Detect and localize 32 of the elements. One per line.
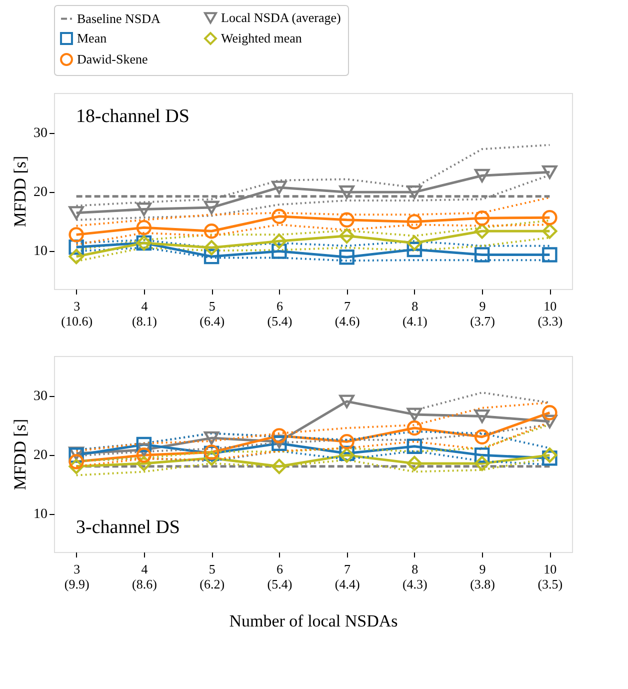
y-tick-label: 30 [34, 389, 48, 404]
x-tick-label: 7 (4.4) [334, 562, 360, 592]
x-tick-label: 6 (5.4) [267, 562, 292, 592]
x-tick-label: 4 (8.6) [132, 562, 157, 592]
legend-label: Weighted mean [221, 30, 302, 46]
legend-label: Dawid-Skene [77, 52, 148, 66]
y-axis-title: MFDD [s] [10, 418, 30, 490]
x-tick-label: 5 (6.4) [200, 298, 225, 328]
x-tick-label: 10 (3.3) [538, 298, 563, 328]
legend-label: Mean [77, 30, 108, 46]
annotation: 3-channel DS [76, 517, 180, 538]
x-tick-label: 3 (10.6) [61, 298, 93, 328]
x-tick-label: 8 (4.3) [402, 562, 428, 592]
legend-label: Baseline NSDA [77, 10, 162, 26]
y-tick-label: 10 [34, 507, 48, 522]
y-tick-label: 30 [34, 126, 48, 142]
x-tick-label: 3 (9.9) [64, 562, 90, 592]
x-tick-label: 6 (5.4) [267, 298, 292, 328]
x-axis-title: Number of local NSDAs [229, 612, 398, 630]
y-axis-title: MFDD [s] [10, 156, 30, 228]
legend-label: Local NSDA (average) [221, 10, 341, 25]
x-tick-label: 9 (3.7) [470, 298, 496, 328]
x-tick-label: 8 (4.1) [402, 298, 428, 328]
x-tick-label: 5 (6.2) [200, 562, 225, 592]
y-tick-label: 10 [34, 244, 48, 260]
x-tick-label: 10 (3.5) [538, 562, 563, 592]
y-tick-label: 20 [34, 448, 48, 464]
y-tick-label: 20 [34, 185, 48, 200]
annotation: 18-channel DS [76, 106, 190, 127]
x-tick-label: 7 (4.6) [334, 298, 360, 328]
x-tick-label: 9 (3.8) [470, 562, 496, 592]
x-tick-label: 4 (8.1) [132, 298, 157, 328]
